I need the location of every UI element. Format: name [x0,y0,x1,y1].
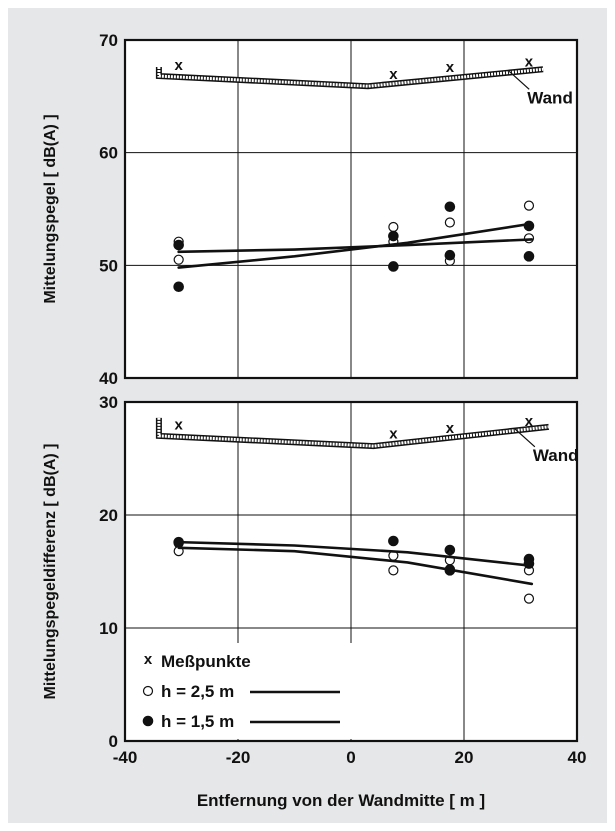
y-tick-label: 70 [99,31,118,50]
y-axis-label: Mittelungspegeldifferenz [ dB(A) ] [42,444,59,700]
y-tick-label: 40 [99,369,118,388]
wall-fill [157,67,544,88]
data-point-x: x [389,66,398,83]
data-point-filled [444,249,456,261]
legend-marker-x: x [144,651,153,668]
data-point-filled [388,261,399,272]
chart-mittelungspegeldifferenz: Wand x x x x 0 10 20 30 -40 -20 0 20 40 Mittelungspege… [42,393,586,810]
data-point-open [523,593,535,604]
y-axis-label: Mittelungspegel [ dB(A) ] [42,114,59,303]
x-tick-label: -20 [226,748,251,767]
figure-panel: Wand x x x x 40 50 60 70 Mittelungspegel [ dB(A) … [8,8,607,823]
legend-marker-open [142,685,154,697]
y-tick-label: 20 [99,506,118,525]
y-tick-label: 0 [109,732,118,751]
x-tick-label: 20 [455,748,474,767]
wall-label-leader [514,428,536,448]
wall-label: Wand [533,446,579,465]
chart-figure: Wand x x x x 40 50 60 70 Mittelungspegel [ dB(A) … [42,31,586,810]
data-point-x: x [446,420,455,437]
x-tick-label: 0 [346,748,355,767]
data-point-filled [173,239,184,251]
wall-fill [157,417,549,448]
y-tick-label: 10 [99,619,118,638]
x-axis-label: Entfernung von der Wandmitte [ m ] [197,791,485,810]
data-point-x: x [525,53,534,70]
data-point-filled [444,544,456,556]
data-point-open [388,565,399,576]
data-point-open [523,200,535,211]
data-point-filled [173,281,184,293]
y-tick-label: 60 [99,144,118,163]
trend-line [177,540,534,568]
x-tick-label: -40 [113,748,138,767]
legend: x Meßpunkte h = 2,5 m h = 1,5 m [127,643,363,739]
trend-line [177,238,534,254]
trend-line [177,546,534,586]
data-point-open [388,221,399,233]
plot-frame [123,400,579,743]
data-point-open [173,254,184,265]
x-tick-label: 40 [568,748,587,767]
data-point-x: x [175,57,184,74]
data-point-open [444,217,455,228]
y-tick-label: 30 [99,393,118,412]
legend-label: Meßpunkte [161,652,251,671]
data-point-x: x [175,417,184,434]
legend-label: h = 2,5 m [161,682,234,701]
wall-label: Wand [527,88,573,107]
data-point-filled [444,201,456,213]
data-point-filled [523,251,535,262]
data-point-x: x [446,59,455,76]
legend-marker-filled [142,715,154,727]
data-point-x: x [389,426,398,443]
data-point-filled [388,230,399,242]
trend-line [177,222,534,269]
data-point-x: x [525,413,534,430]
wall-label-leader [508,70,530,90]
plot-frame [123,38,579,380]
legend-label: h = 1,5 m [161,712,234,731]
y-tick-label: 50 [99,256,118,275]
chart-mittelungspegel: Wand x x x x 40 50 60 70 Mittelungspegel [ dB(A) … [42,31,579,388]
data-point-filled [388,535,399,547]
